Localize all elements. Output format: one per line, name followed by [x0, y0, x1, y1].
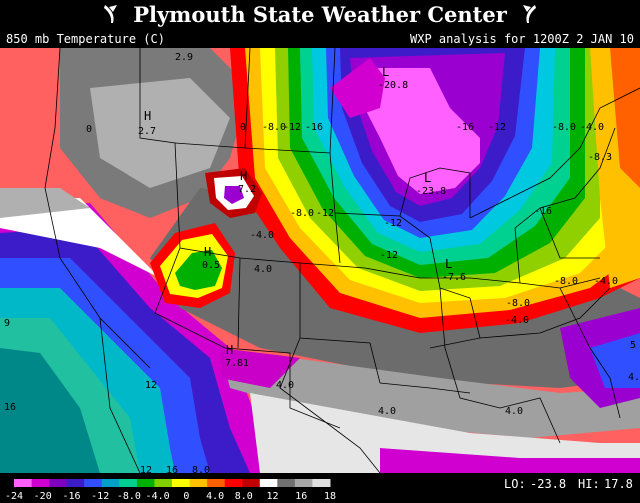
contour-label: -20.8: [378, 80, 408, 91]
contour-label: 0.5: [202, 260, 220, 271]
contour-label: -8.0: [552, 122, 576, 133]
contour-label: -4.0: [505, 315, 529, 326]
contour-labels: 2.9 0 2.7 0 -8.0 -12 -16 -20.8 -16 -12 -…: [4, 52, 640, 473]
color-swatch: [49, 479, 68, 487]
contour-label: 4.0: [378, 406, 396, 417]
low-extreme-label: LO:: [504, 477, 526, 491]
color-swatch: [259, 479, 278, 487]
color-swatch: [101, 479, 120, 487]
contour-label: -4.0: [250, 230, 274, 241]
contour-label: 0: [86, 124, 92, 135]
wind-pennant-icon: [103, 4, 119, 24]
color-swatch: [14, 479, 33, 487]
color-scale-tick: -4.0: [146, 491, 170, 502]
low-marker: L: [382, 65, 389, 79]
contour-label: -12: [316, 208, 334, 219]
variable-label: 850 mb Temperature (C): [6, 32, 165, 46]
contour-label: -7.6: [442, 272, 466, 283]
color-scale-tick: 16: [295, 491, 307, 502]
contour-label: 2.9: [175, 52, 193, 63]
color-scale-ticks: -24 -20 -16 -12 -8.0 -4.0 0 4.0 8.0 12 16 18: [5, 491, 336, 502]
contour-label: -4.0: [594, 276, 618, 287]
color-scale-tick: -20: [34, 491, 52, 502]
color-swatch: [294, 479, 313, 487]
contour-label: 9: [4, 318, 10, 329]
high-marker: H: [204, 245, 211, 259]
extrema-markers: L L L H H H H: [144, 65, 452, 357]
color-swatch: [312, 479, 331, 487]
header-banner: Plymouth State Weather Center: [0, 0, 640, 28]
color-swatch: [277, 479, 296, 487]
contour-label: -12: [380, 250, 398, 261]
color-scale-tick: -8.0: [117, 491, 141, 502]
color-swatch: [189, 479, 208, 487]
color-swatch: [172, 479, 191, 487]
contour-label: 7.2: [238, 184, 256, 195]
contour-label: 16: [166, 465, 178, 473]
color-swatch: [31, 479, 50, 487]
analysis-time-label: WXP analysis for 1200Z 2 JAN 10: [410, 32, 634, 46]
contour-label: -16: [456, 122, 474, 133]
color-scale: [14, 479, 331, 487]
temperature-map: 2.9 0 2.7 0 -8.0 -12 -16 -20.8 -16 -12 -…: [0, 48, 640, 473]
contour-label: 16: [4, 402, 16, 413]
color-scale-tick: 8.0: [235, 491, 253, 502]
color-swatch: [136, 479, 155, 487]
color-swatch: [154, 479, 173, 487]
contour-label: -8.3: [588, 152, 612, 163]
contour-label: 8.0: [192, 465, 210, 473]
high-marker: H: [226, 343, 233, 357]
color-scale-tick: -16: [62, 491, 80, 502]
map-footer: -24 -20 -16 -12 -8.0 -4.0 0 4.0 8.0 12 16 18 LO: -2…: [5, 477, 633, 502]
contour-label: -8.0: [506, 298, 530, 309]
contour-label: -16: [534, 206, 552, 217]
color-swatch: [242, 479, 261, 487]
color-swatch: [224, 479, 243, 487]
color-swatch: [119, 479, 138, 487]
low-extreme-value: -23.8: [530, 477, 566, 491]
contour-label: -12: [283, 122, 301, 133]
contour-label: 12: [140, 465, 152, 473]
contour-label: -12: [384, 218, 402, 229]
contour-label: 12: [145, 380, 157, 391]
contour-label: -8.0: [290, 208, 314, 219]
state-boundaries: [44, 48, 640, 473]
contour-label: 4.0: [628, 372, 640, 383]
low-marker: L: [445, 257, 452, 271]
contour-label: 7.81: [225, 358, 249, 369]
contour-label: -12: [488, 122, 506, 133]
contour-label: -8.0: [262, 122, 286, 133]
contour-label: -23.8: [416, 186, 446, 197]
color-swatch: [84, 479, 103, 487]
color-scale-tick: -24: [5, 491, 23, 502]
contour-label: 5: [630, 340, 636, 351]
contour-label: 4.0: [254, 264, 272, 275]
high-marker: H: [144, 109, 151, 123]
page-title: Plymouth State Weather Center: [133, 1, 507, 27]
temperature-field: [0, 48, 640, 473]
color-scale-tick: 12: [266, 491, 278, 502]
contour-label: -8.0: [554, 276, 578, 287]
color-scale-tick: -12: [91, 491, 109, 502]
high-marker: H: [240, 169, 247, 183]
high-extreme-label: HI:: [578, 477, 600, 491]
contour-label: -4.0: [580, 122, 604, 133]
color-scale-tick: 18: [324, 491, 336, 502]
color-swatch: [66, 479, 85, 487]
wind-pennant-icon: [521, 4, 537, 24]
contour-label: 2.7: [138, 126, 156, 137]
contour-label: -16: [305, 122, 323, 133]
low-marker: L: [424, 171, 431, 185]
high-extreme-value: 17.8: [604, 477, 633, 491]
color-swatch: [207, 479, 226, 487]
map-subheader: 850 mb Temperature (C) WXP analysis for …: [0, 32, 640, 48]
contour-label: 4.0: [505, 406, 523, 417]
contour-label: 0: [240, 122, 246, 133]
contour-label: 4.0: [276, 380, 294, 391]
color-scale-tick: 0: [183, 491, 189, 502]
color-scale-tick: 4.0: [206, 491, 224, 502]
